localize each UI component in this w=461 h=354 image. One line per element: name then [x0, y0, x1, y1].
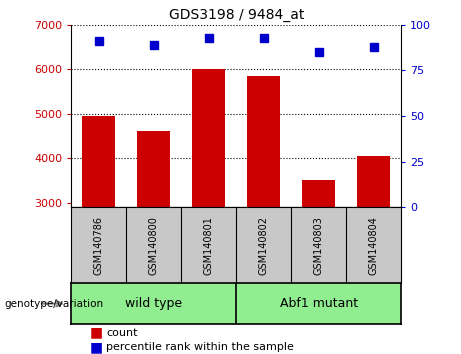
- Text: GSM140804: GSM140804: [369, 216, 378, 275]
- Title: GDS3198 / 9484_at: GDS3198 / 9484_at: [169, 8, 304, 22]
- Bar: [83, 116, 115, 207]
- Text: Abf1 mutant: Abf1 mutant: [280, 297, 358, 310]
- Text: percentile rank within the sample: percentile rank within the sample: [106, 342, 294, 352]
- Text: GSM140803: GSM140803: [313, 216, 324, 275]
- Text: GSM140802: GSM140802: [259, 216, 269, 275]
- Bar: [192, 69, 225, 207]
- Bar: [357, 156, 390, 207]
- Text: ■: ■: [90, 340, 103, 354]
- Text: genotype/variation: genotype/variation: [5, 298, 104, 309]
- Text: GSM140800: GSM140800: [149, 216, 159, 275]
- Text: wild type: wild type: [125, 297, 183, 310]
- Text: count: count: [106, 328, 137, 338]
- Bar: [247, 76, 280, 207]
- Text: GSM140801: GSM140801: [204, 216, 214, 275]
- Bar: [137, 131, 171, 207]
- Text: GSM140786: GSM140786: [94, 216, 104, 275]
- Bar: [302, 179, 335, 207]
- Text: ■: ■: [90, 326, 103, 340]
